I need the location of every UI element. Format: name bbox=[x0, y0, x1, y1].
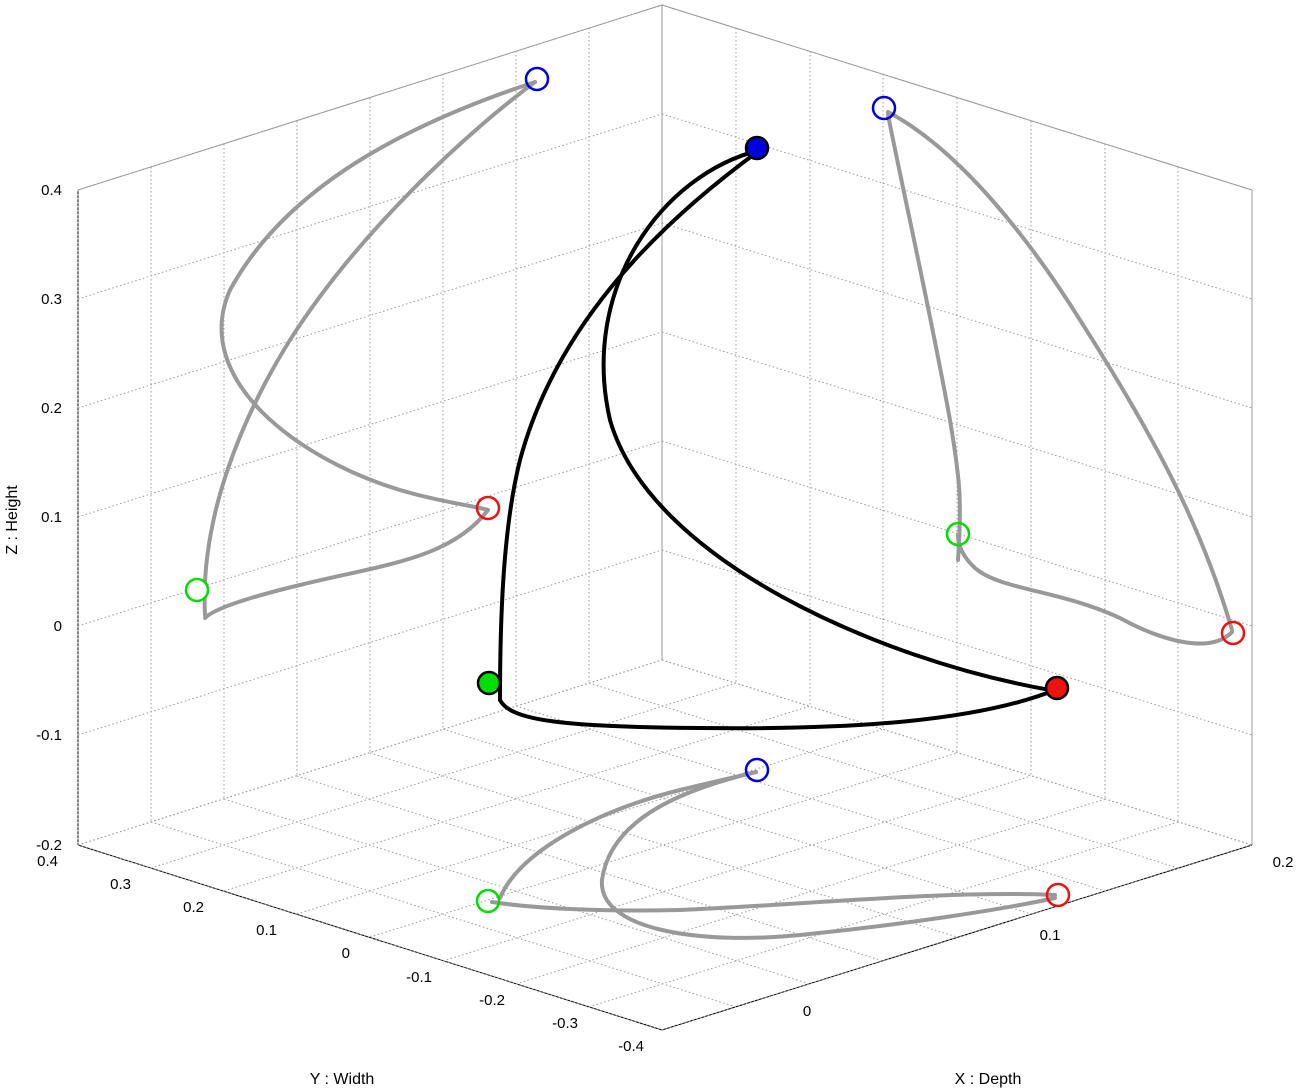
y-tick-label: 0.1 bbox=[256, 922, 277, 939]
projection-xz-red-to-green bbox=[956, 533, 1234, 646]
y-tick-label: 0.2 bbox=[183, 899, 204, 916]
z-tick-label: 0.3 bbox=[41, 291, 62, 308]
trajectory-blue-marker bbox=[744, 135, 770, 161]
floor-grid bbox=[77, 659, 1253, 1031]
projection-xy-green-marker bbox=[475, 888, 501, 914]
trajectory-green-to-blue bbox=[498, 148, 762, 702]
trajectory-red-to-green bbox=[498, 688, 1057, 731]
projection-xy-red-marker bbox=[1045, 882, 1071, 908]
z-tick-label: 0 bbox=[54, 618, 62, 635]
z-tick-label: 0.4 bbox=[41, 182, 62, 199]
projection-yz-blue-marker bbox=[524, 66, 550, 92]
projection-yz-blue-to-red bbox=[219, 80, 537, 512]
y-axis-title: Y : Width bbox=[310, 1071, 375, 1088]
y-tick-label: -0.1 bbox=[406, 969, 432, 986]
projection-yz-green-marker bbox=[184, 577, 210, 603]
x-tick-label: 0 bbox=[803, 1003, 811, 1020]
y-tick-labels: 0.4 0.3 0.2 0.1 0 -0.1 -0.2 -0.3 -0.4 bbox=[37, 853, 644, 1055]
z-tick-label: -0.2 bbox=[36, 837, 62, 854]
y-tick-label: 0.4 bbox=[37, 853, 58, 870]
y-tick-label: -0.2 bbox=[479, 992, 505, 1009]
projection-yz-red-marker bbox=[475, 495, 501, 521]
projection-yz-green-to-blue bbox=[202, 80, 537, 617]
projection-yz bbox=[184, 66, 550, 620]
y-tick-label: 0 bbox=[342, 945, 350, 962]
left-wall-grid bbox=[77, 4, 663, 846]
x-tick-label: 0.2 bbox=[1273, 854, 1294, 871]
box-edges bbox=[77, 4, 1253, 1031]
trajectory-3d bbox=[476, 135, 1070, 731]
projection-xy-blue-to-red bbox=[599, 770, 1057, 940]
projection-xz-blue-to-red bbox=[886, 110, 1234, 632]
projection-xz bbox=[871, 95, 1246, 646]
trajectory-red-marker bbox=[1044, 675, 1070, 701]
projection-xy bbox=[475, 757, 1071, 940]
x-axis-title: X : Depth bbox=[955, 1071, 1022, 1088]
projection-xy-red-to-green bbox=[490, 891, 1057, 913]
projection-yz-red-to-green bbox=[203, 508, 490, 620]
y-tick-label: -0.3 bbox=[552, 1015, 578, 1032]
z-tick-label: 0.1 bbox=[41, 509, 62, 526]
projection-xz-green-marker bbox=[945, 521, 971, 547]
y-tick-label: -0.4 bbox=[618, 1038, 644, 1055]
right-wall-grid bbox=[661, 4, 1253, 846]
trajectory-blue-to-red bbox=[601, 148, 1052, 692]
z-tick-label: 0.2 bbox=[41, 400, 62, 417]
projection-xz-red-marker bbox=[1220, 620, 1246, 646]
projection-xy-green-to-blue bbox=[498, 770, 758, 900]
z-tick-labels: 0.4 0.3 0.2 0.1 0 -0.1 -0.2 bbox=[36, 182, 62, 854]
z-tick-label: -0.1 bbox=[36, 727, 62, 744]
projection-xz-green-to-blue bbox=[886, 113, 962, 562]
projection-xz-blue-marker bbox=[871, 95, 897, 121]
x-tick-labels: 0 0.1 0.2 bbox=[803, 854, 1294, 1020]
projection-xy-blue-marker bbox=[744, 757, 770, 783]
y-tick-label: 0.3 bbox=[110, 876, 131, 893]
trajectory-green-marker bbox=[476, 670, 502, 696]
x-tick-label: 0.1 bbox=[1040, 927, 1061, 944]
z-axis-title: Z : Height bbox=[4, 485, 21, 555]
